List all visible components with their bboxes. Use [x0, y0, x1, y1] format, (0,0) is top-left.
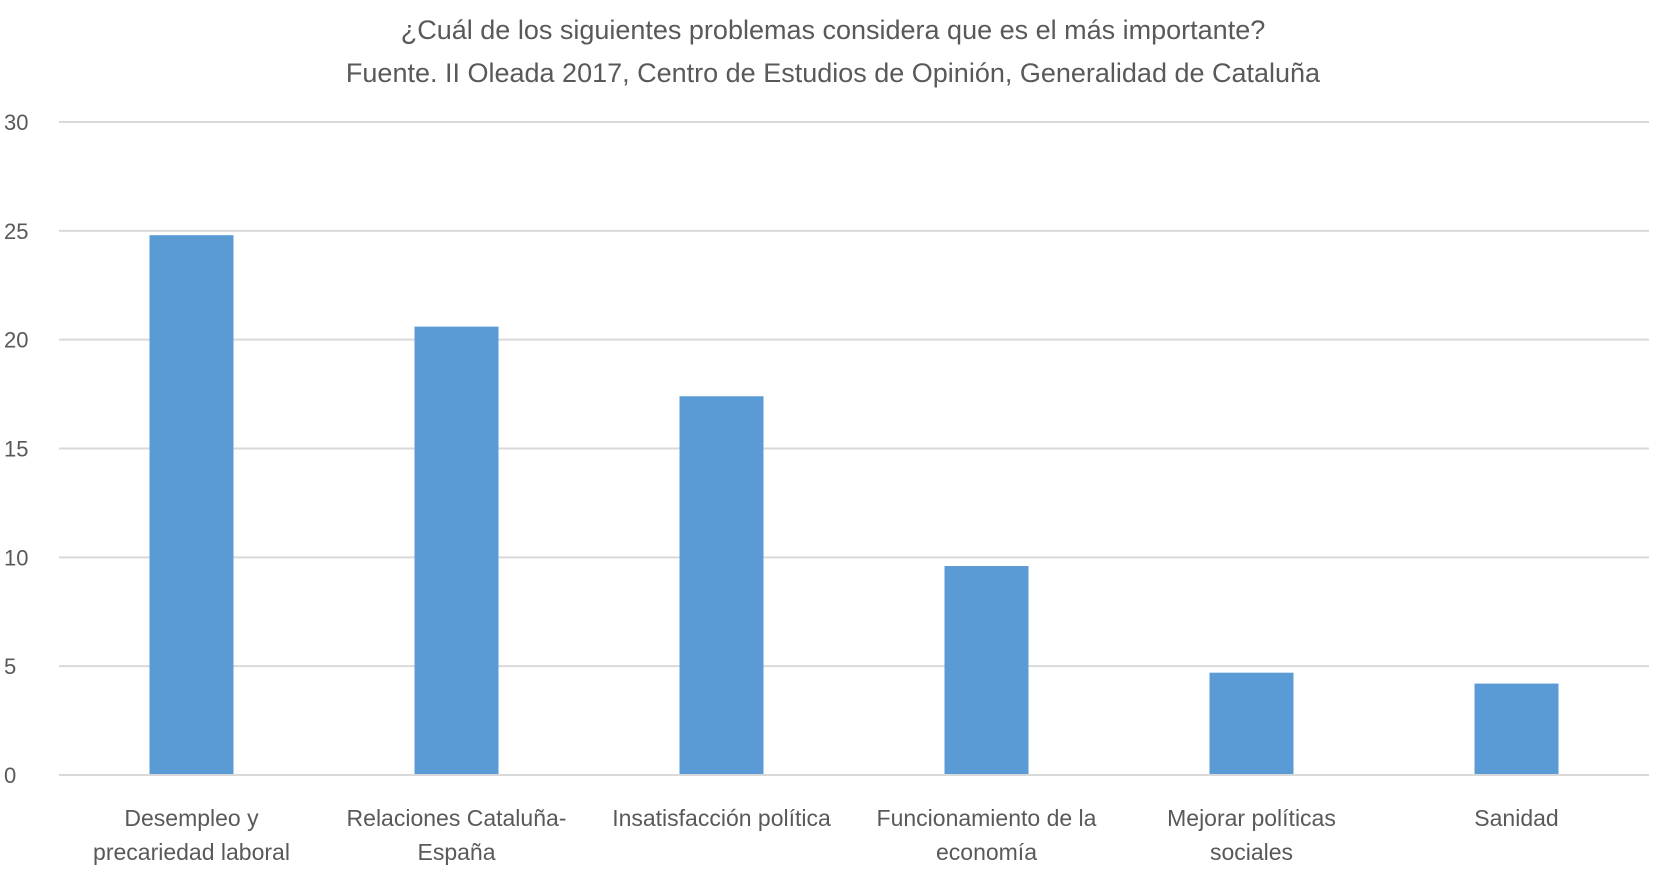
y-tick-label: 30 — [4, 110, 28, 135]
bar — [679, 396, 764, 774]
bar — [1209, 672, 1294, 774]
x-tick-label: sociales — [1210, 839, 1293, 865]
y-tick-label: 20 — [4, 328, 28, 353]
y-tick-label: 25 — [4, 219, 28, 244]
x-tick-label: Mejorar políticas — [1167, 805, 1336, 831]
x-tick-label: Sanidad — [1474, 805, 1558, 831]
x-tick-label: precariedad laboral — [93, 839, 290, 865]
x-tick-label: España — [417, 839, 495, 865]
y-tick-label: 5 — [4, 654, 16, 679]
bar — [149, 235, 234, 775]
bar — [414, 326, 499, 774]
chart-subtitle: Fuente. II Oleada 2017, Centro de Estudi… — [346, 58, 1321, 88]
x-tick-label: Desempleo y — [124, 805, 259, 831]
y-tick-label: 15 — [4, 437, 28, 462]
bar — [1474, 683, 1559, 774]
x-tick-label: Funcionamiento de la — [877, 805, 1097, 831]
x-tick-label: Relaciones Cataluña- — [347, 805, 567, 831]
x-tick-label: Insatisfacción política — [612, 805, 831, 831]
bar — [944, 566, 1029, 774]
y-tick-label: 10 — [4, 545, 28, 570]
chart-title: ¿Cuál de los siguientes problemas consid… — [401, 15, 1265, 45]
x-tick-label: economía — [936, 839, 1037, 865]
y-tick-label: 0 — [4, 763, 16, 788]
